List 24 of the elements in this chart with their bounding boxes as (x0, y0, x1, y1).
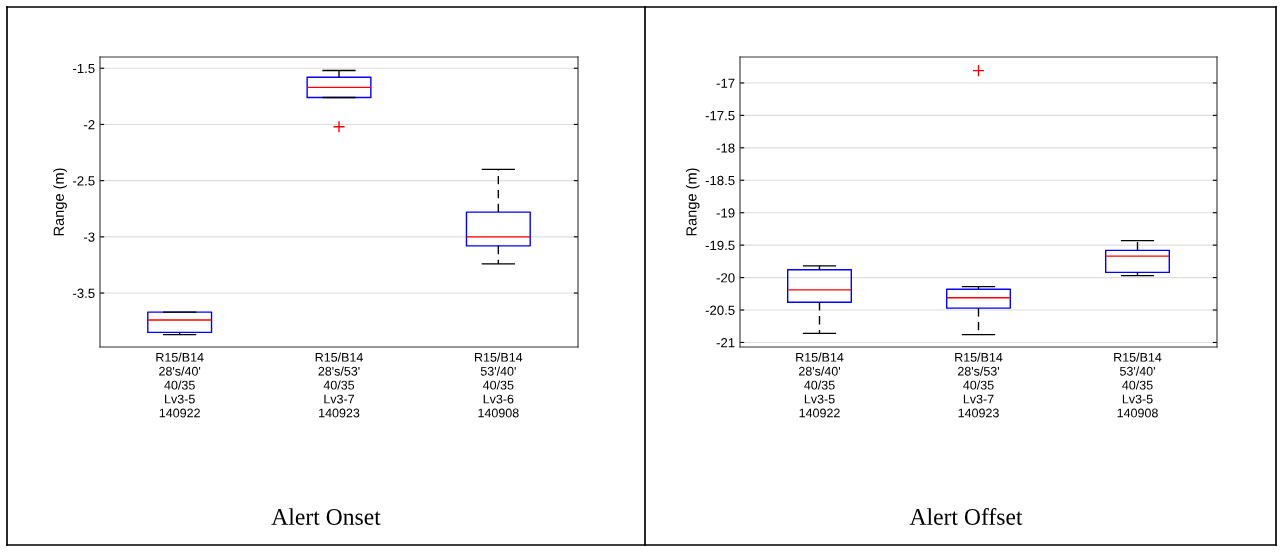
text: Alert Offset (909, 508, 1023, 525)
y-tick-label: -17.5 (705, 111, 735, 121)
x-tick-label: R15/B14 28's/40' 40/35 Lv3-5 140922 (156, 352, 204, 418)
y-tick-label: -2 (83, 120, 95, 130)
x-tick-label: R15/B14 28's/53' 40/35 Lv3-7 140923 (955, 352, 1003, 418)
x-tick-label: R15/B14 53'/40' 40/35 Lv3-5 140908 (1114, 352, 1162, 418)
y-tick-label: -18 (716, 143, 735, 153)
y-tick-label: -1.5 (72, 63, 95, 74)
x-tick-label: R15/B14 28's/40' 40/35 Lv3-5 140922 (796, 352, 844, 418)
y-axis-title: Range (m) (53, 168, 67, 236)
y-tick-label: -18.5 (705, 175, 735, 186)
y-tick-label: -19 (716, 208, 735, 218)
y-tick-label: -19.5 (705, 240, 735, 251)
y-tick-label: -2.5 (72, 176, 95, 186)
y-tick-label: -17 (716, 78, 735, 88)
y-tick-label: -3.5 (72, 288, 95, 298)
text: Alert Onset (271, 508, 381, 525)
y-axis-title: Range (m) (685, 168, 700, 236)
y-tick-label: -20 (716, 273, 735, 283)
y-tick-label: -3 (83, 232, 95, 242)
y-tick-label: -21 (716, 338, 735, 348)
x-tick-label: R15/B14 53'/40' 40/35 Lv3-6 140908 (475, 352, 523, 418)
x-tick-label: R15/B14 28's/53' 40/35 Lv3-7 140923 (315, 352, 363, 418)
y-tick-label: -20.5 (705, 305, 735, 315)
